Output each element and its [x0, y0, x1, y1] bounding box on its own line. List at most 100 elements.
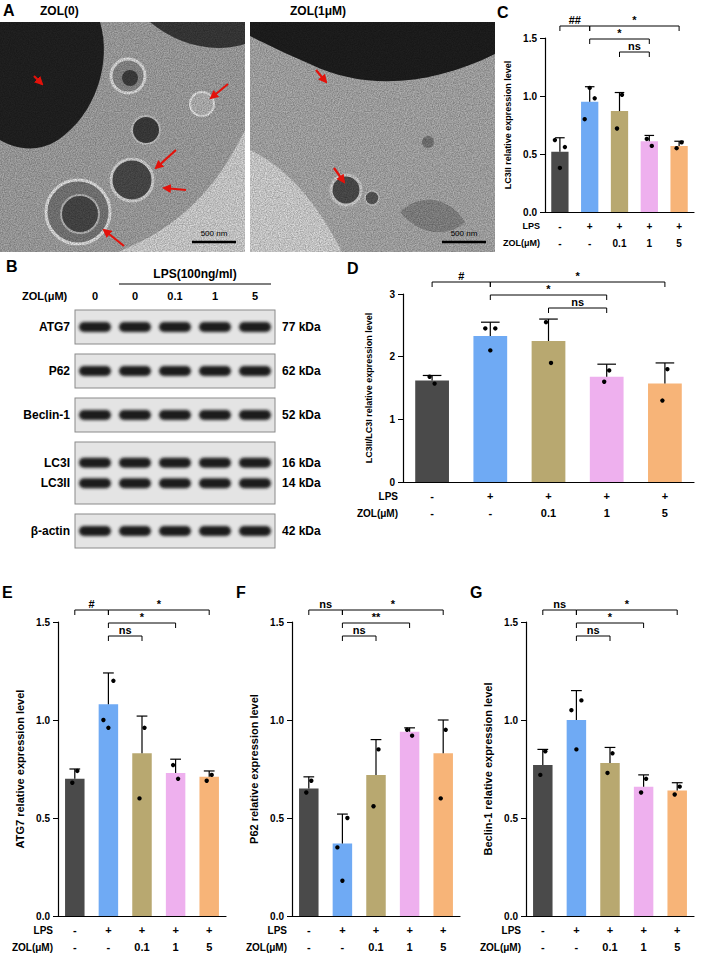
svg-text:*: * — [575, 270, 580, 282]
svg-text:-: - — [73, 924, 77, 936]
svg-text:ATG7: ATG7 — [39, 320, 70, 334]
svg-text:D: D — [347, 260, 359, 277]
svg-text:+: + — [603, 490, 609, 502]
svg-text:1: 1 — [407, 941, 413, 953]
svg-text:42 kDa: 42 kDa — [282, 524, 321, 538]
svg-text:0.1: 0.1 — [602, 941, 617, 953]
svg-text:#: # — [89, 598, 95, 610]
svg-text:ZOL(μM): ZOL(μM) — [480, 942, 521, 953]
svg-text:ns: ns — [587, 624, 600, 636]
svg-text:ATG7 relative expression level: ATG7 relative expression level — [14, 690, 26, 849]
svg-text:+: + — [545, 490, 551, 502]
svg-text:+: + — [674, 924, 680, 936]
svg-text:ns: ns — [571, 296, 584, 308]
svg-text:0.1: 0.1 — [541, 507, 556, 519]
svg-text:+: + — [646, 221, 652, 232]
svg-text:-: - — [430, 507, 434, 519]
svg-text:*: * — [157, 598, 162, 610]
svg-text:1: 1 — [641, 941, 647, 953]
svg-text:Beclin-1: Beclin-1 — [23, 408, 70, 422]
svg-text:+: + — [440, 924, 446, 936]
svg-text:+: + — [662, 490, 668, 502]
svg-text:1.5: 1.5 — [504, 617, 518, 628]
svg-text:ZOL(μM): ZOL(μM) — [22, 290, 68, 302]
svg-text:C: C — [497, 4, 509, 21]
svg-text:+: + — [617, 221, 623, 232]
svg-text:0.0: 0.0 — [504, 911, 518, 922]
svg-text:77 kDa: 77 kDa — [282, 320, 321, 334]
svg-text:+: + — [607, 924, 613, 936]
svg-text:B: B — [6, 258, 18, 275]
svg-text:0: 0 — [92, 290, 98, 302]
svg-text:0.5: 0.5 — [504, 813, 518, 824]
svg-text:0: 0 — [389, 477, 395, 488]
svg-text:LC3II/LC3I relative expression: LC3II/LC3I relative expression level — [364, 313, 374, 464]
svg-text:β-actin: β-actin — [31, 524, 70, 538]
svg-text:+: + — [587, 221, 593, 232]
svg-text:3: 3 — [389, 289, 395, 300]
svg-text:1: 1 — [604, 507, 610, 519]
svg-text:1.5: 1.5 — [36, 617, 50, 628]
svg-text:LPS(100ng/ml): LPS(100ng/ml) — [153, 267, 236, 281]
svg-text:ZOL(μM): ZOL(μM) — [503, 238, 540, 248]
svg-text:0.1: 0.1 — [167, 290, 182, 302]
svg-text:E: E — [2, 584, 13, 601]
svg-text:-: - — [558, 238, 561, 249]
svg-text:G: G — [470, 584, 482, 601]
svg-text:+: + — [373, 924, 379, 936]
svg-text:**: ** — [372, 611, 381, 623]
svg-text:1.0: 1.0 — [270, 715, 284, 726]
svg-text:ns: ns — [353, 624, 366, 636]
svg-text:14 kDa: 14 kDa — [282, 476, 321, 490]
svg-text:0.5: 0.5 — [523, 149, 537, 160]
svg-text:+: + — [406, 924, 412, 936]
svg-text:*: * — [140, 611, 145, 623]
svg-text:LPS: LPS — [522, 221, 540, 231]
svg-text:ns: ns — [319, 598, 332, 610]
svg-text:+: + — [139, 924, 145, 936]
svg-text:LC3II: LC3II — [41, 476, 70, 490]
svg-text:*: * — [391, 598, 396, 610]
svg-text:-: - — [541, 924, 545, 936]
svg-text:5: 5 — [206, 941, 212, 953]
svg-text:0.1: 0.1 — [134, 941, 149, 953]
svg-text:1.0: 1.0 — [36, 715, 50, 726]
svg-text:-: - — [558, 221, 561, 232]
svg-text:LC3I: LC3I — [44, 456, 70, 470]
svg-text:-: - — [488, 507, 492, 519]
svg-text:1: 1 — [389, 414, 395, 425]
svg-text:-: - — [73, 941, 77, 953]
svg-text:+: + — [676, 221, 682, 232]
svg-text:16 kDa: 16 kDa — [282, 456, 321, 470]
svg-text:1.0: 1.0 — [523, 91, 537, 102]
svg-text:0.0: 0.0 — [523, 207, 537, 218]
svg-text:500 nm: 500 nm — [451, 229, 478, 238]
svg-text:0.1: 0.1 — [368, 941, 383, 953]
svg-text:+: + — [487, 490, 493, 502]
svg-text:*: * — [617, 27, 622, 39]
svg-text:P62 relative expression level: P62 relative expression level — [248, 694, 260, 844]
svg-text:+: + — [172, 924, 178, 936]
svg-text:-: - — [430, 490, 434, 502]
svg-text:ZOL(μM): ZOL(μM) — [357, 508, 398, 519]
svg-text:ns: ns — [628, 40, 641, 52]
svg-text:1.5: 1.5 — [270, 617, 284, 628]
svg-text:1: 1 — [173, 941, 179, 953]
svg-text:ZOL(μM): ZOL(μM) — [12, 942, 53, 953]
svg-text:500 nm: 500 nm — [201, 229, 228, 238]
svg-text:Beclin-1 relative expression l: Beclin-1 relative expression level — [482, 682, 494, 855]
svg-text:0.5: 0.5 — [36, 813, 50, 824]
svg-text:-: - — [107, 941, 111, 953]
svg-text:5: 5 — [252, 290, 258, 302]
svg-text:P62: P62 — [49, 364, 71, 378]
svg-text:0: 0 — [132, 290, 138, 302]
svg-text:ns: ns — [119, 624, 132, 636]
svg-text:2: 2 — [389, 351, 395, 362]
svg-text:62 kDa: 62 kDa — [282, 364, 321, 378]
svg-text:-: - — [307, 924, 311, 936]
svg-text:-: - — [341, 941, 345, 953]
svg-text:5: 5 — [440, 941, 446, 953]
svg-text:ZOL(1μM): ZOL(1μM) — [290, 4, 346, 18]
svg-text:#: # — [458, 270, 464, 282]
svg-text:LC3II relative expression leve: LC3II relative expression level — [503, 61, 513, 190]
